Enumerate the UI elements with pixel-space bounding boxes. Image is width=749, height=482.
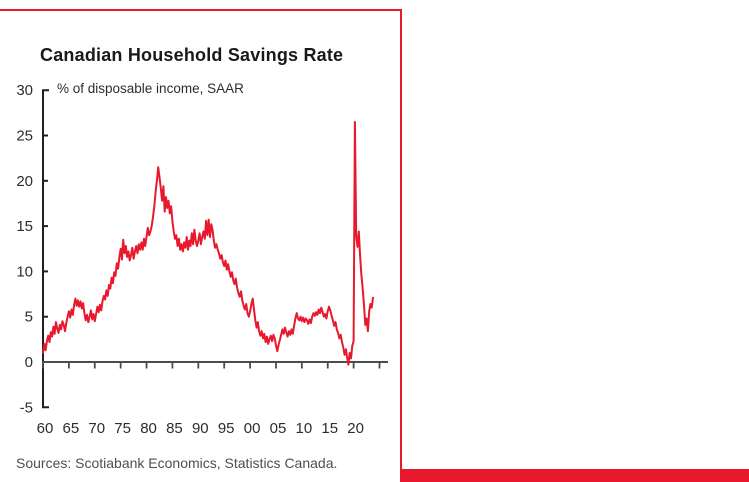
- x-tick-label: 10: [296, 420, 313, 437]
- y-tick-label: 15: [16, 218, 33, 235]
- y-axis: [42, 89, 49, 409]
- chart-subtitle: % of disposable income, SAAR: [57, 81, 244, 96]
- x-tick-label: 85: [166, 420, 183, 437]
- top-red-rule-divider: [0, 9, 402, 11]
- x-tick-label: 00: [244, 420, 261, 437]
- x-tick-label: 05: [270, 420, 287, 437]
- y-tick-label: 0: [25, 354, 33, 371]
- x-tick-label: 65: [63, 420, 80, 437]
- y-tick-label: -5: [20, 399, 33, 416]
- x-tick-label: 20: [347, 420, 364, 437]
- y-tick-label: 5: [25, 309, 33, 326]
- y-tick-label: 30: [16, 82, 33, 99]
- x-tick-label: 70: [88, 420, 105, 437]
- chart-title: Canadian Household Savings Rate: [40, 45, 344, 65]
- x-tick-label: 75: [114, 420, 131, 437]
- savings-rate-series-line: [42, 120, 374, 366]
- y-tick-label: 25: [16, 128, 33, 145]
- vertical-red-rule-divider: [400, 9, 402, 482]
- bottom-right-red-bar: [400, 469, 749, 482]
- x-tick-label: 90: [192, 420, 209, 437]
- x-tick-label: 95: [218, 420, 235, 437]
- x-tick-label: 80: [140, 420, 157, 437]
- source-note: Sources: Scotiabank Economics, Statistic…: [16, 455, 338, 471]
- y-tick-label: 10: [16, 263, 33, 280]
- x-tick-label: 60: [37, 420, 54, 437]
- y-tick-label: 20: [16, 173, 33, 190]
- x-tick-label: 15: [321, 420, 338, 437]
